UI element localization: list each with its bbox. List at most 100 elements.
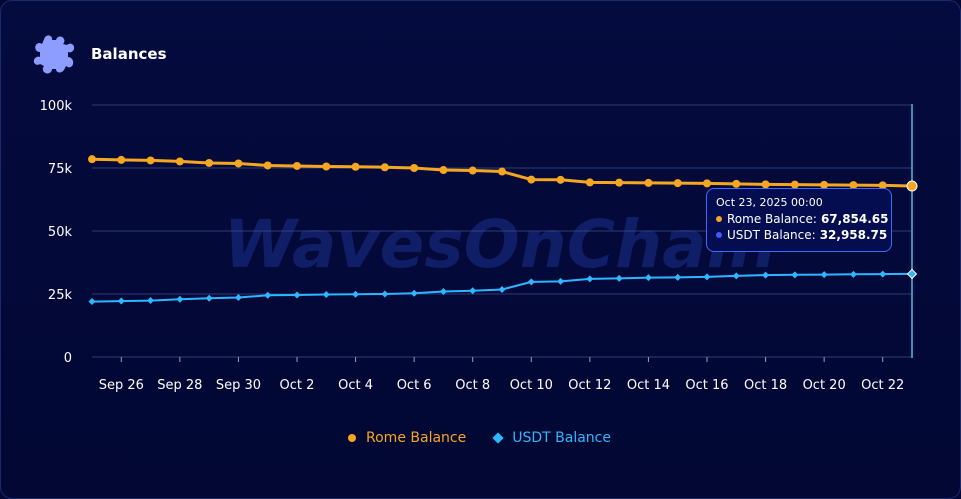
series-layer[interactable] <box>88 155 918 306</box>
data-point-rome <box>790 180 799 189</box>
data-point-usdt <box>205 294 213 302</box>
data-point-usdt <box>879 270 887 278</box>
data-point-usdt <box>381 290 389 298</box>
data-point-usdt <box>762 271 770 279</box>
data-point-rome <box>146 156 155 165</box>
x-tick-label: Oct 20 <box>803 378 846 393</box>
data-point-rome <box>527 175 536 184</box>
data-point-usdt <box>674 273 682 281</box>
data-point-usdt <box>557 277 565 285</box>
legend-item-usdt[interactable]: USDT Balance <box>492 430 611 446</box>
data-point-usdt <box>644 274 652 282</box>
data-point-usdt <box>820 271 828 279</box>
axis-layer: 0 25k 50k 75k 100k Sep 26 Sep 28 Sep 30 Oct 2 Oct… <box>40 99 905 393</box>
data-point-usdt <box>906 268 918 280</box>
data-point-usdt <box>439 287 447 295</box>
chart-legend: Rome Balance USDT Balance <box>0 430 959 446</box>
y-tick-label: 25k <box>48 288 73 303</box>
legend-item-rome[interactable]: Rome Balance <box>348 430 466 446</box>
data-point-usdt <box>791 271 799 279</box>
data-point-usdt <box>147 297 155 305</box>
x-tick-label: Sep 28 <box>157 378 202 393</box>
y-tick-label: 0 <box>64 351 72 366</box>
data-point-rome <box>820 180 829 189</box>
data-point-rome <box>849 181 858 190</box>
x-tick-label: Oct 10 <box>510 378 553 393</box>
data-point-usdt <box>849 270 857 278</box>
card-title: Balances <box>91 45 167 63</box>
data-point-rome <box>380 163 389 172</box>
data-point-rome <box>351 162 360 171</box>
data-point-rome <box>439 166 448 175</box>
x-tick-label: Sep 26 <box>99 378 144 393</box>
x-tick-label: Oct 18 <box>744 378 787 393</box>
data-point-usdt <box>615 274 623 282</box>
data-point-usdt <box>88 298 96 306</box>
data-point-rome <box>644 178 653 187</box>
data-point-rome <box>761 180 770 189</box>
data-point-rome <box>703 179 711 188</box>
legend-diamond-icon <box>492 432 504 444</box>
tooltip-date: Oct 23, 2025 00:00 <box>716 196 823 209</box>
y-tick-label: 75k <box>48 162 73 177</box>
data-point-rome <box>585 178 594 187</box>
card-header: Balances <box>31 31 167 77</box>
data-point-rome <box>205 158 214 167</box>
legend-circle-icon <box>348 434 357 442</box>
x-tick-label: Oct 16 <box>685 378 728 393</box>
legend-label-rome: Rome Balance <box>366 430 467 446</box>
data-point-usdt <box>352 290 360 298</box>
data-point-usdt <box>410 289 418 297</box>
data-point-rome <box>322 162 331 171</box>
x-tick-label: Oct 8 <box>455 378 490 393</box>
data-point-rome <box>234 159 243 168</box>
data-point-usdt <box>732 272 740 280</box>
data-point-rome <box>175 157 184 166</box>
y-tick-label: 100k <box>40 99 73 114</box>
puzzle-icon <box>33 35 75 74</box>
watermark-text: WavesOnChain <box>224 206 777 283</box>
data-point-rome <box>117 155 126 164</box>
data-point-rome <box>293 161 301 170</box>
tooltip-row-usdt: USDT Balance: 32,958.75 <box>716 228 891 242</box>
x-tick-label: Oct 6 <box>397 378 432 393</box>
data-point-usdt <box>586 275 594 283</box>
y-tick-label: 50k <box>48 225 73 240</box>
data-point-rome <box>88 155 96 164</box>
tooltip-label-usdt: USDT Balance: <box>727 228 816 242</box>
x-tick-label: Oct 12 <box>568 378 611 393</box>
tooltip-dot-usdt <box>716 232 722 238</box>
data-point-rome <box>556 175 565 184</box>
data-point-rome <box>673 179 682 188</box>
data-point-rome <box>732 179 741 188</box>
data-point-rome <box>906 180 918 192</box>
x-tick-label: Oct 4 <box>338 378 373 393</box>
tooltip-row-rome: Rome Balance: 67,854.65 <box>716 212 891 226</box>
x-tick-label: Sep 30 <box>216 378 261 393</box>
x-tick-label: Oct 22 <box>861 378 904 393</box>
data-point-rome <box>410 164 419 172</box>
data-point-usdt <box>527 278 535 286</box>
x-tick-label: Oct 2 <box>280 378 315 393</box>
data-point-rome <box>615 178 624 187</box>
data-point-usdt <box>264 291 272 299</box>
data-point-usdt <box>469 287 477 295</box>
data-point-usdt <box>117 297 125 305</box>
tooltip-value-rome: 67,854.65 <box>820 212 889 226</box>
data-point-rome <box>263 161 272 170</box>
data-point-usdt <box>176 295 184 303</box>
data-point-rome <box>498 167 506 176</box>
data-point-rome <box>878 181 887 190</box>
tooltip-value-usdt: 32,958.75 <box>819 228 888 242</box>
data-point-usdt <box>703 273 711 281</box>
data-point-usdt <box>498 285 506 293</box>
tooltip-dot-rome <box>716 216 722 222</box>
hover-tooltip: Oct 23, 2025 00:00 Rome Balance: 67,854.… <box>706 188 892 252</box>
data-point-usdt <box>322 291 330 299</box>
legend-label-usdt: USDT Balance <box>512 430 611 446</box>
x-tick-label: Oct 14 <box>627 378 670 393</box>
data-point-usdt <box>293 291 301 299</box>
data-point-usdt <box>234 294 242 302</box>
data-point-rome <box>468 166 477 175</box>
